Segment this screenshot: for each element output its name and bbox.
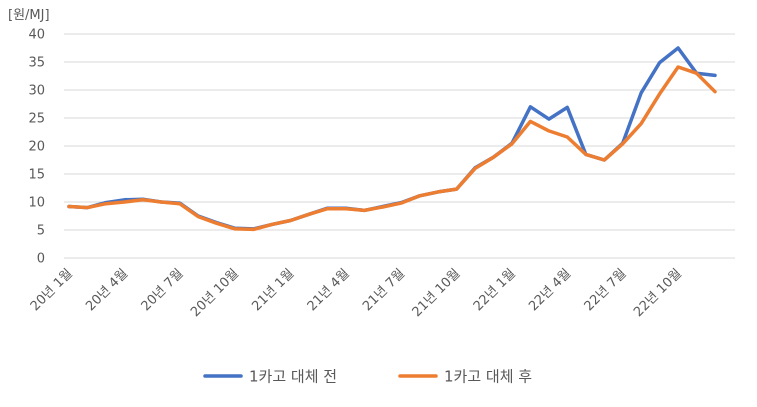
y-tick-label: 5 xyxy=(37,224,45,239)
series-line-2 xyxy=(67,65,717,232)
x-tick-label: 21년 7월 xyxy=(360,266,408,314)
legend-label-1: 1카고 대체 전 xyxy=(249,368,337,386)
legend-label-2: 1카고 대체 후 xyxy=(444,368,532,386)
x-tick-label: 21년 10월 xyxy=(410,266,464,320)
x-tick-label: 20년 4월 xyxy=(83,266,131,314)
x-tick-label: 22년 4월 xyxy=(526,266,574,314)
y-tick-label: 40 xyxy=(28,28,45,43)
x-axis-tick-labels: 20년 1월 20년 4월 20년 7월 20년 10월 21년 1월 21년 4월 21년… xyxy=(28,266,685,320)
x-tick-label: 20년 7월 xyxy=(139,266,187,314)
y-tick-label: 25 xyxy=(28,112,45,127)
y-axis-tick-labels: 0 5 10 15 20 25 30 35 40 xyxy=(28,28,45,267)
y-tick-label: 0 xyxy=(37,252,45,267)
series-lines xyxy=(67,46,717,232)
gridlines xyxy=(64,33,735,259)
y-tick-label: 15 xyxy=(28,168,45,183)
x-tick-label: 20년 1월 xyxy=(28,266,76,314)
y-tick-label: 20 xyxy=(28,140,45,155)
x-tick-label: 21년 1월 xyxy=(249,266,297,314)
y-tick-label: 35 xyxy=(28,56,45,71)
unit-label: [원/MJ] xyxy=(8,8,50,23)
x-tick-label: 20년 10월 xyxy=(188,266,242,320)
x-tick-label: 22년 7월 xyxy=(582,266,630,314)
x-tick-label: 22년 1월 xyxy=(471,266,519,314)
legend: 1카고 대체 전 1카고 대체 후 xyxy=(203,368,532,386)
x-tick-label: 21년 4월 xyxy=(305,266,353,314)
x-tick-label: 22년 10월 xyxy=(631,266,685,320)
y-tick-label: 30 xyxy=(28,84,45,99)
y-tick-label: 10 xyxy=(28,196,45,211)
